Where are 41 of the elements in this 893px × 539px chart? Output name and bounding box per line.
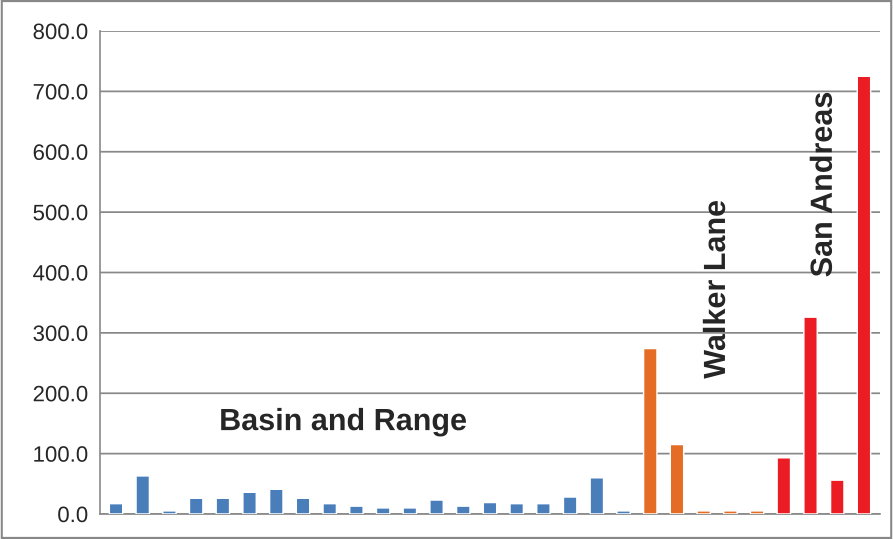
bar — [856, 76, 872, 514]
y-tick-label: 600.0 — [34, 144, 88, 160]
bar — [776, 457, 792, 514]
bar — [456, 505, 471, 514]
bar — [696, 510, 712, 514]
bar — [402, 507, 418, 514]
annotation: San Andreas — [810, 92, 832, 276]
bar — [322, 503, 338, 514]
bar — [482, 502, 498, 514]
bar — [616, 510, 631, 514]
annotation: Walker Lane — [702, 200, 726, 379]
y-tick-label: 100.0 — [34, 446, 88, 462]
bar — [242, 492, 257, 514]
annotation: Basin and Range — [221, 408, 466, 437]
bar — [830, 479, 845, 514]
bar — [670, 444, 684, 514]
y-tick-label: 0.0 — [58, 506, 88, 522]
bar — [642, 348, 658, 514]
bar — [509, 503, 524, 514]
bar — [162, 510, 177, 514]
y-tick-label: 800.0 — [34, 24, 88, 40]
bar — [135, 475, 150, 514]
bar — [803, 316, 818, 514]
bar — [723, 510, 738, 514]
bar — [108, 503, 124, 514]
y-tick-label: 400.0 — [33, 265, 88, 281]
y-tick-label: 700.0 — [34, 84, 88, 100]
bar — [536, 503, 551, 514]
y-tick-label: 300.0 — [33, 325, 88, 342]
bar — [188, 498, 204, 514]
y-tick-label: 200.0 — [34, 386, 88, 402]
bar — [296, 498, 310, 514]
bar — [349, 505, 364, 514]
bar — [216, 498, 230, 514]
bar — [562, 496, 578, 514]
y-tick-label: 500.0 — [33, 204, 88, 220]
bar — [429, 499, 444, 514]
bar — [376, 507, 391, 514]
bar — [268, 488, 284, 514]
bar — [589, 477, 604, 514]
bar — [750, 510, 764, 514]
